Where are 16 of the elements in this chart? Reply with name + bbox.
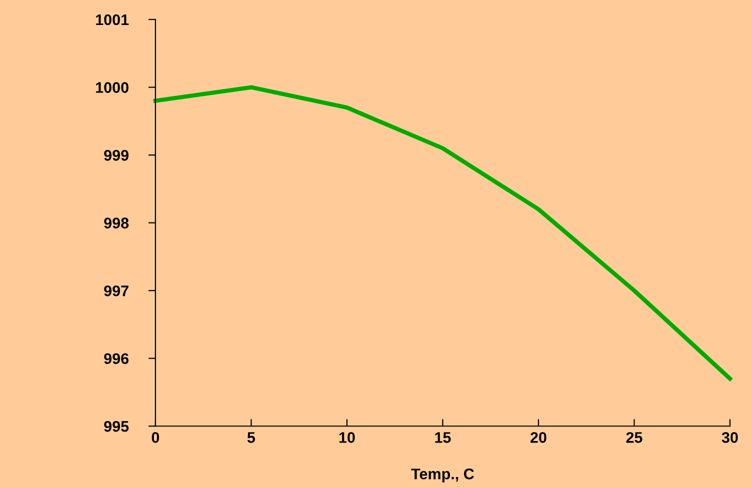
x-axis-title: Temp., C [411, 468, 474, 482]
y-tick-label: 996 [104, 353, 129, 364]
y-tick-label: 998 [104, 218, 129, 228]
y-tick-label: 999 [104, 150, 129, 161]
y-tick-label: 1000 [96, 82, 128, 93]
x-tick-label: 0 [152, 432, 160, 443]
y-tick-label: 1001 [96, 14, 129, 26]
x-tick-label: 30 [722, 432, 738, 443]
x-tick-label: 10 [339, 432, 355, 443]
y-tick-label: 995 [104, 420, 129, 432]
x-tick-label: 5 [247, 432, 256, 443]
x-tick-label: 15 [435, 432, 451, 443]
y-tick-label: 997 [104, 285, 128, 296]
line-series [153, 85, 732, 381]
x-tick-label: 20 [530, 432, 546, 443]
x-tick-label: 25 [626, 432, 642, 443]
